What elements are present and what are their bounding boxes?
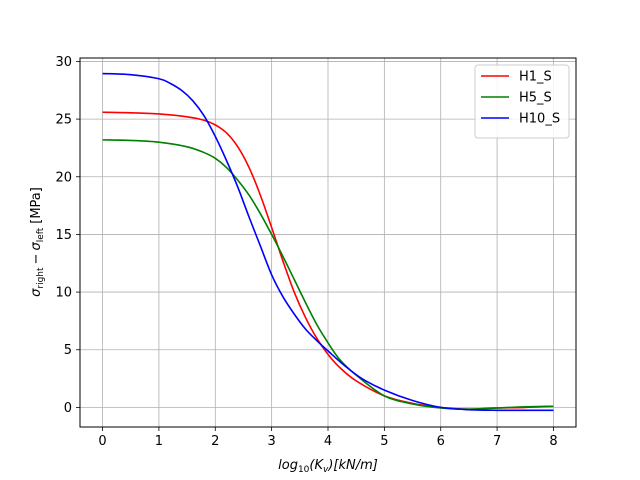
y-axis-ticks: 0 5 10 15 20 25 30 [55,55,80,416]
x-tick-label: 2 [211,434,219,449]
x-tick-label: 4 [324,434,332,449]
y-tick-label: 20 [55,170,72,185]
x-tick-label: 8 [549,434,557,449]
x-axis-ticks: 0 1 2 3 4 5 6 7 8 [98,427,558,449]
x-axis-label: log10(Kv)[kN/m] [278,458,378,475]
y-axis-label: σright−σleft[MPa] [29,187,46,297]
x-tick-label: 0 [98,434,106,449]
x-tick-label: 1 [155,434,163,449]
y-tick-label: 10 [55,286,72,301]
x-tick-label: 5 [380,434,388,449]
y-tick-label: 25 [55,113,72,128]
legend-label: H5_S [519,91,552,106]
x-tick-label: 3 [267,434,275,449]
series-line-h10-s [102,72,554,412]
series-layer [102,72,554,412]
legend-box [474,64,570,139]
legend-label: H1_S [519,70,552,85]
legend-label: H10_S [519,112,560,127]
x-tick-label: 7 [493,434,501,449]
y-tick-label: 15 [55,228,72,243]
y-tick-label: 0 [64,401,72,416]
y-tick-label: 30 [55,55,72,70]
x-tick-label: 6 [437,434,445,449]
legend: H1_S H5_S H10_S [474,64,570,139]
y-tick-label: 5 [64,343,72,358]
